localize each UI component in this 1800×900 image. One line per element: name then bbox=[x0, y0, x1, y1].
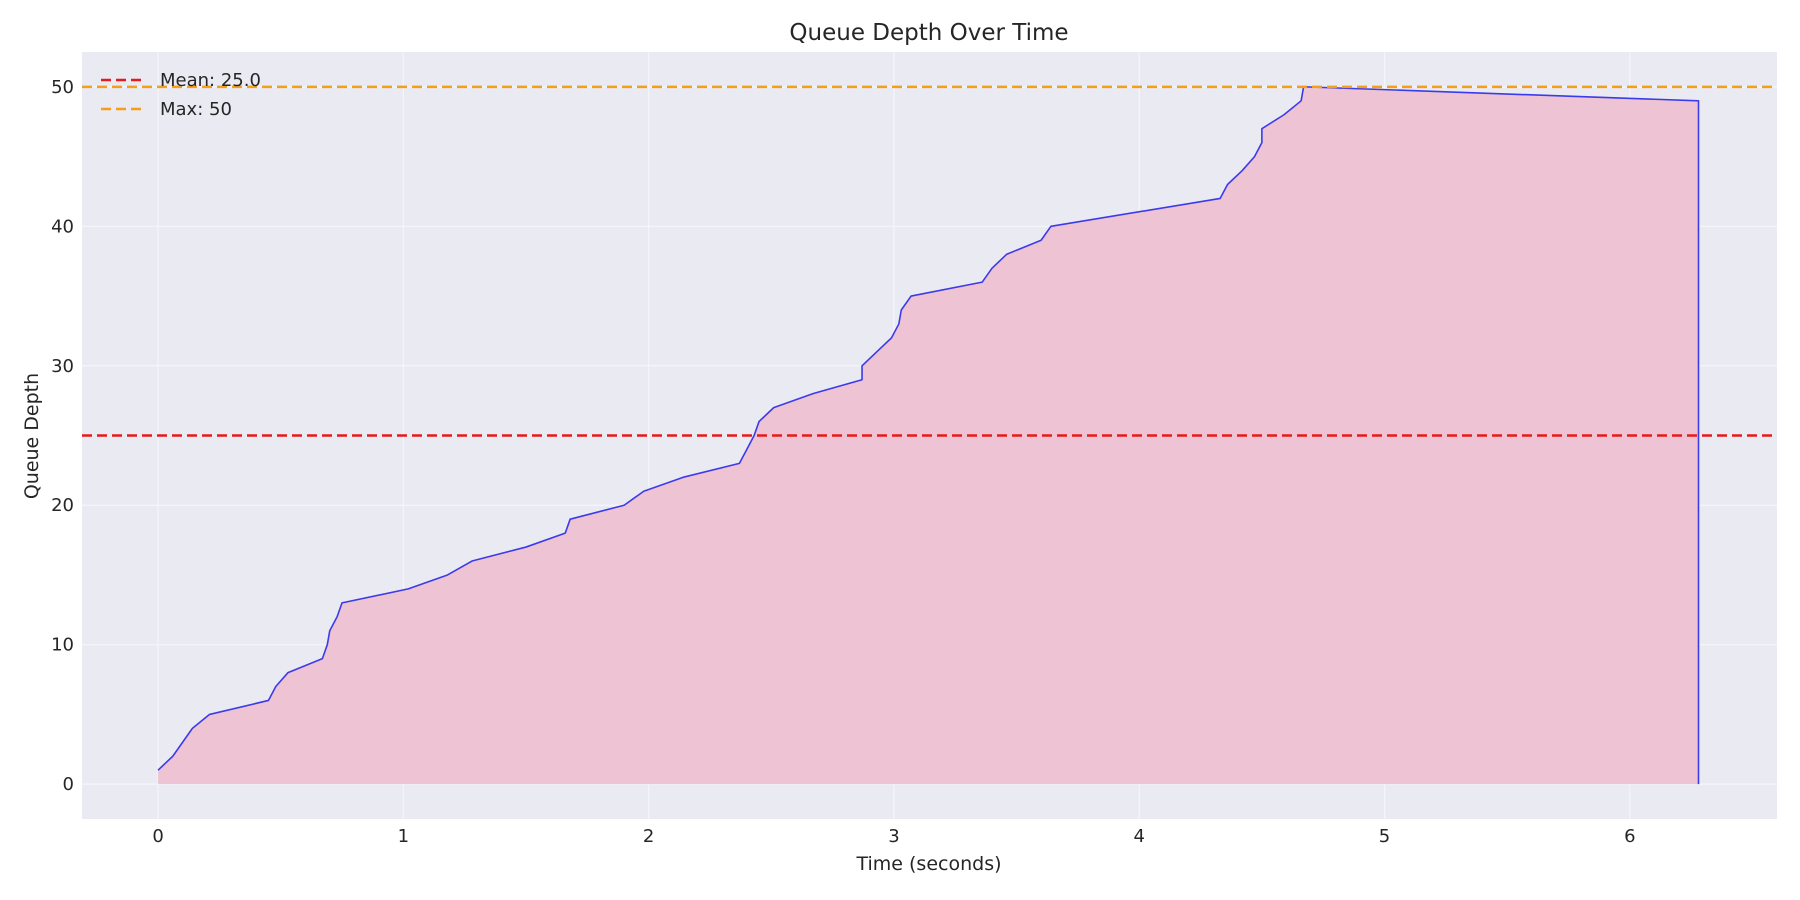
x-tick-label: 4 bbox=[1134, 826, 1145, 847]
y-tick-label: 0 bbox=[63, 774, 74, 795]
x-axis-label: Time (seconds) bbox=[855, 853, 1001, 875]
reference-lines bbox=[82, 85, 1777, 437]
legend-max-label: Max: 50 bbox=[160, 99, 232, 120]
x-tick-label: 1 bbox=[398, 826, 409, 847]
y-tick-label: 30 bbox=[51, 356, 74, 377]
x-axis-ticks: 0 1 2 3 4 5 6 bbox=[152, 826, 1635, 847]
y-tick-label: 50 bbox=[51, 77, 74, 98]
y-tick-label: 10 bbox=[51, 635, 74, 656]
x-tick-label: 5 bbox=[1379, 826, 1390, 847]
y-tick-label: 20 bbox=[51, 495, 74, 516]
x-tick-label: 6 bbox=[1624, 826, 1635, 847]
x-tick-label: 0 bbox=[152, 826, 163, 847]
y-axis-ticks: 0 10 20 30 40 50 bbox=[51, 77, 74, 795]
legend: Mean: 25.0 Max: 50 bbox=[101, 70, 261, 120]
legend-mean-label: Mean: 25.0 bbox=[160, 70, 261, 91]
x-tick-label: 2 bbox=[643, 826, 654, 847]
y-tick-label: 40 bbox=[51, 216, 74, 237]
chart-title: Queue Depth Over Time bbox=[789, 20, 1068, 46]
x-tick-label: 3 bbox=[888, 826, 899, 847]
y-axis-label: Queue Depth bbox=[21, 373, 43, 499]
series-line bbox=[157, 86, 1700, 785]
